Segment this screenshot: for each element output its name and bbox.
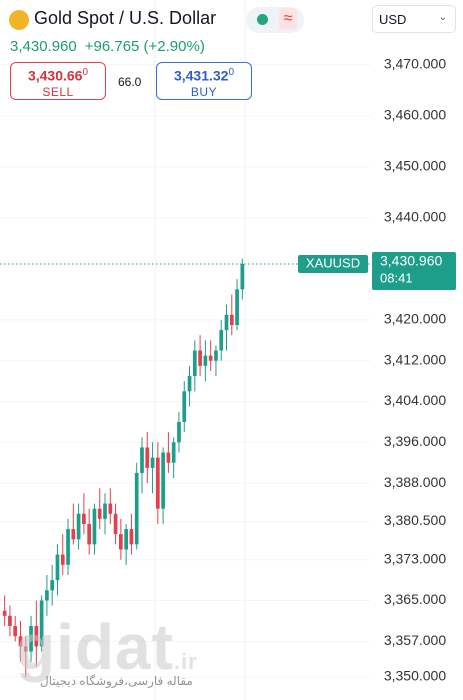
symbol-tag: XAUUSD [306,255,360,270]
sell-fraction: 0 [82,67,89,78]
buy-price: 3,431.32 [173,67,229,84]
y-tick-label: 3,396.000 [384,433,446,449]
currency-select[interactable]: USD ⌄ [372,5,456,33]
candle-body [203,355,208,366]
candle-body [39,600,44,647]
candle-body [23,646,28,652]
candle-body [71,529,76,540]
candle-body [87,523,92,545]
candle-body [177,421,181,443]
y-tick-label: 3,380.500 [384,512,446,528]
y-tick-label: 3,470.000 [384,55,446,71]
candle-body [8,615,12,627]
candle-body [76,513,81,540]
candle-body [92,508,97,545]
y-tick-label: 3,412.000 [384,351,446,367]
candle-body [219,330,224,351]
buy-label: BUY [190,84,218,99]
sell-label: SELL [42,84,74,99]
y-tick-label: 3,404.000 [384,392,446,408]
candle-body [171,442,176,463]
candle-body [229,314,234,325]
candle-body [55,554,60,581]
buy-price-wrap: 3,431.320 [157,67,251,84]
candle-body [129,529,134,545]
candle-body [187,376,192,392]
y-tick-label: 3,450.000 [384,158,446,174]
candle-body [161,452,165,509]
time-tag: 08:41 [380,270,413,285]
last-price: 3,430.960 [10,38,77,55]
candle-body [240,263,245,290]
candle-body [18,636,23,647]
y-tick-label: 3,388.000 [384,474,446,490]
candle-body [2,610,7,616]
candle-body [66,529,70,565]
candle-body [166,452,171,463]
buy-fraction: 0 [228,67,235,78]
y-tick-label: 3,365.000 [384,591,446,607]
candle-body [113,513,118,535]
candle-body [119,534,123,550]
candle-body [97,508,102,519]
candle-body [108,503,113,514]
candle-body [224,314,229,331]
candle-body [34,626,39,647]
y-tick-label: 3,350.000 [384,668,446,684]
candle-body [198,350,202,366]
sell-button[interactable]: 3,430.660 SELL [10,62,106,100]
candle-body [103,503,107,519]
candle-body [45,590,49,601]
sell-price-wrap: 3,430.660 [11,67,105,84]
sell-price: 3,430.66 [27,67,83,84]
candle-body [124,529,128,550]
watermark-domain: .ir [173,649,198,674]
candle-body [145,447,150,468]
candle-body [192,350,197,377]
watermark: gidat.ir [16,610,198,684]
price-tag-bg [372,251,456,290]
watermark-tagline: مقاله فارسی،فروشگاه دیجیتال [40,674,193,688]
market-open-dot [257,14,268,25]
candle-body [60,554,65,565]
wave-icon: ≈ [279,8,297,30]
logo-icon [9,10,29,30]
currency: USD [379,12,407,27]
candle-body [50,580,55,591]
y-tick-label: 3,373.000 [384,550,446,566]
candle-body [235,289,239,325]
quote-line: 3,430.960 +96.765 (+2.90%) [10,38,205,55]
candle-body [155,457,160,509]
candle-body [82,513,86,524]
candle-body [29,626,33,652]
y-tick-label: 3,357.000 [384,632,446,648]
buy-button[interactable]: 3,431.320 BUY [156,62,252,100]
candle-body [182,391,187,422]
spread: 66.0 [118,75,142,89]
watermark-brand: gidat [16,611,174,683]
candle-body [150,457,155,468]
y-tick-label: 3,420.000 [384,311,446,327]
candle-body [13,626,18,637]
candle-body [208,355,213,361]
chevron: ⌄ [438,12,447,23]
y-tick-label: 3,460.000 [384,107,446,123]
candle-body [134,472,139,545]
candle-body [214,350,218,361]
symbol-tag-bg [298,254,368,273]
price-tag: 3,430.960 [380,253,442,269]
price-change: +96.765 (+2.90%) [84,38,205,55]
candle-body [140,447,144,473]
y-tick-label: 3,440.000 [384,209,446,225]
symbol-title[interactable]: Gold Spot / U.S. Dollar [34,8,217,28]
